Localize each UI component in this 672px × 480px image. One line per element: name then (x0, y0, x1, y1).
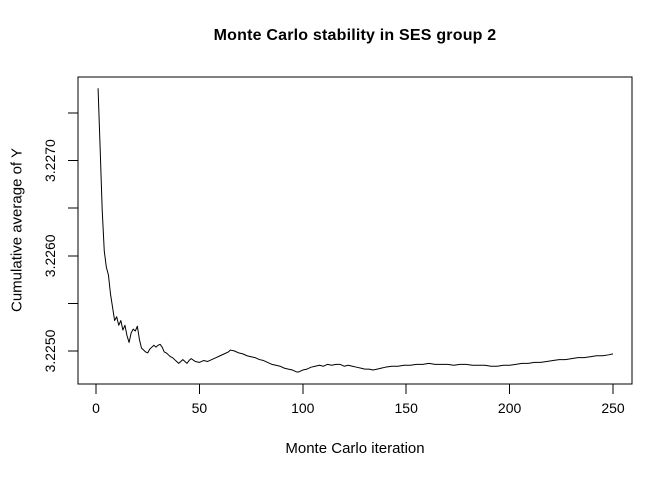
x-tick-label: 200 (498, 400, 522, 416)
y-tick-label: 3.2250 (42, 329, 58, 372)
x-axis-title: Monte Carlo iteration (285, 440, 425, 457)
x-tick-label: 0 (92, 400, 100, 416)
x-tick-label: 50 (192, 400, 208, 416)
x-tick-label: 250 (601, 400, 625, 416)
plot-box (77, 76, 633, 385)
series-line (97, 88, 614, 373)
chart-title: Monte Carlo stability in SES group 2 (213, 27, 497, 44)
y-tick-label: 3.2260 (42, 234, 58, 277)
x-tick-label: 100 (291, 400, 315, 416)
y-tick-label: 3.2270 (42, 139, 58, 182)
x-tick-label: 150 (395, 400, 419, 416)
